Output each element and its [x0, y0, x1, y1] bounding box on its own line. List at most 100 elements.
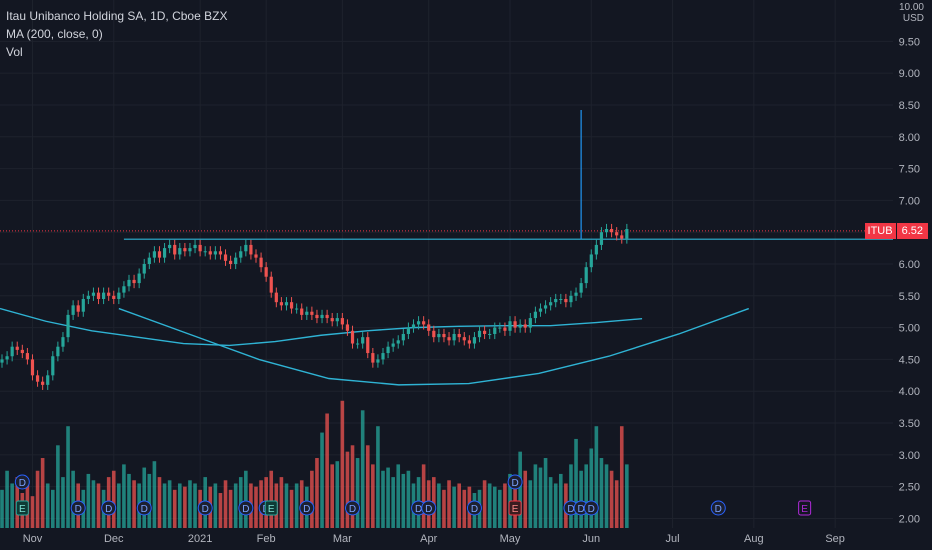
price-tick-label: 6.00	[899, 259, 920, 271]
volume-bar	[294, 483, 299, 528]
price-tick-label: 2.50	[899, 482, 920, 494]
volume-bar	[51, 489, 55, 528]
volume-bar	[172, 489, 177, 528]
candle-body	[244, 244, 248, 252]
earnings-marker-label: E	[268, 504, 275, 515]
candle-body	[437, 333, 441, 338]
time-tick-label: Dec	[104, 533, 124, 545]
candle-body	[366, 337, 370, 354]
dividend-marker-label: D	[19, 478, 26, 489]
volume-bar	[609, 470, 614, 528]
volume-bar	[279, 477, 284, 528]
current-price-symbol: ITUB	[864, 222, 896, 239]
candle-body	[625, 229, 629, 239]
volume-bar	[66, 426, 70, 528]
candle-body	[533, 311, 537, 319]
dividend-marker-label: D	[202, 504, 209, 515]
volume-bar	[157, 477, 162, 528]
dividend-marker	[299, 500, 315, 516]
volume-bar	[365, 445, 370, 528]
dividend-marker-label: D	[105, 504, 112, 515]
dividend-marker	[70, 500, 86, 516]
candle-body	[523, 324, 527, 328]
volume-bar	[167, 480, 172, 528]
volume-bar	[233, 483, 238, 528]
price-axis-unit: 10.00 USD	[899, 2, 924, 24]
volume-bar	[228, 489, 233, 528]
time-tick-label: May	[500, 533, 521, 545]
candle-body	[137, 273, 141, 284]
dividend-marker-label: D	[588, 504, 595, 515]
candle-body	[218, 251, 223, 255]
dividend-marker	[197, 500, 213, 516]
candle-body	[183, 248, 187, 252]
volume-bar	[396, 464, 401, 528]
candle-body	[76, 305, 80, 312]
dividend-marker	[101, 500, 117, 516]
candle-body	[371, 353, 375, 363]
candle-body	[96, 292, 101, 299]
earnings-marker	[508, 500, 522, 516]
time-tick-label: Nov	[23, 533, 43, 545]
dividend-marker	[136, 500, 152, 516]
price-tick-label: 8.50	[899, 100, 920, 112]
candle-body	[503, 327, 507, 331]
candle-body	[447, 337, 451, 341]
candle-body	[320, 314, 324, 319]
volume-bar	[533, 464, 538, 528]
candle-body	[345, 324, 350, 331]
volume-bar	[30, 496, 35, 528]
candle-body	[569, 295, 573, 303]
dividend-marker	[583, 500, 599, 516]
volume-bar	[584, 464, 588, 528]
candle-body	[127, 279, 131, 287]
candle-body	[589, 254, 593, 268]
candle-body	[162, 248, 167, 258]
volume-bar	[625, 464, 629, 528]
price-tick-label: 4.00	[899, 386, 920, 398]
volume-bar	[340, 400, 345, 528]
earnings-marker	[264, 500, 278, 516]
candle-body	[513, 321, 517, 328]
volume-bar	[548, 477, 553, 528]
volume-indicator-label[interactable]: Vol	[6, 45, 23, 59]
volume-bar	[619, 426, 624, 528]
candle-body	[376, 359, 380, 363]
volume-bar	[96, 483, 101, 528]
dividend-marker-label: D	[715, 504, 722, 515]
volume-bar	[559, 473, 563, 528]
price-axis-top-value: 10.00	[898, 2, 924, 13]
candle-body	[432, 330, 436, 338]
current-price-tag: ITUB 6.52	[864, 222, 928, 239]
candle-body	[102, 292, 106, 299]
candle-body	[391, 343, 395, 347]
volume-bar	[599, 458, 604, 528]
time-tick-label: Jul	[666, 533, 680, 545]
candle-body	[477, 330, 482, 338]
volume-bar	[61, 477, 65, 528]
candle-body	[274, 292, 278, 303]
symbol-title[interactable]: Itau Unibanco Holding SA, 1D, Cboe BZX	[6, 9, 228, 23]
ma-indicator-label[interactable]: MA (200, close, 0)	[6, 27, 103, 41]
candle-body	[122, 286, 126, 293]
currency-label: USD	[902, 13, 924, 24]
candle-body	[173, 244, 177, 255]
volume-bar	[553, 483, 558, 528]
candle-body	[178, 248, 182, 255]
candle-body	[198, 244, 202, 252]
earnings-marker-label: E	[801, 504, 808, 515]
candle-body	[564, 298, 568, 303]
time-tick-label: 2021	[188, 533, 212, 545]
candle-body	[422, 321, 426, 325]
volume-bar	[589, 448, 594, 528]
volume-bar	[35, 470, 40, 528]
candle-body	[193, 244, 197, 249]
volume-bar	[360, 410, 365, 528]
moving-average-line	[0, 307, 643, 347]
volume-bar	[178, 483, 182, 528]
candle-body	[152, 251, 156, 258]
candle-body	[25, 353, 29, 360]
volume-bar	[543, 458, 548, 528]
